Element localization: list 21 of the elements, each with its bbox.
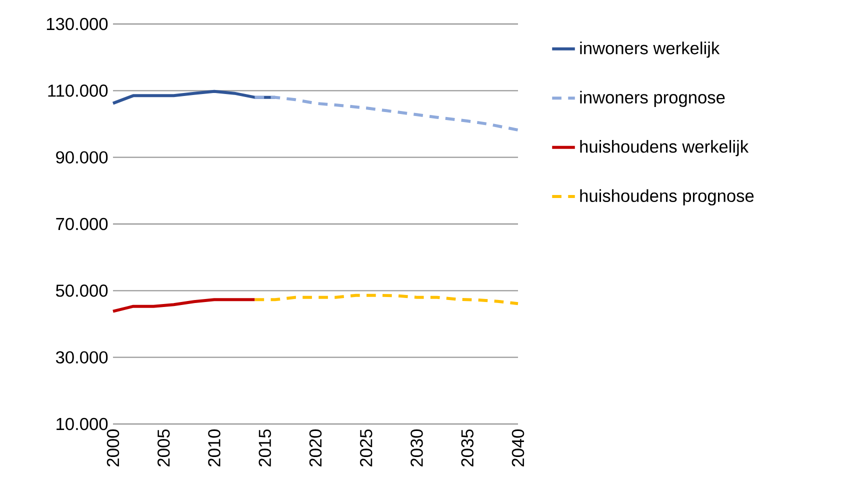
x-tick-label: 2005 [157, 429, 170, 466]
legend-label: huishoudens werkelijk [580, 140, 749, 156]
x-tick-label: 2040 [512, 429, 524, 466]
y-tick-label: 130.000 [46, 18, 108, 30]
legend-label: inwoners werkelijk [580, 42, 720, 58]
x-tick-label: 2000 [106, 429, 120, 466]
x-tick-label: 2010 [208, 429, 220, 466]
legend-label: huishoudens prognose [580, 189, 754, 206]
legend-label: inwoners prognose [580, 90, 725, 107]
y-tick-label: 90.000 [56, 151, 108, 164]
line-series [253, 96, 520, 132]
x-tick-label: 2020 [309, 429, 322, 466]
x-tick-label: 2035 [461, 429, 474, 466]
x-tick-label: 2025 [360, 429, 372, 466]
y-tick-label: 30.000 [56, 351, 108, 364]
y-tick-label: 70.000 [56, 218, 108, 230]
x-tick-label: 2030 [410, 429, 423, 466]
y-tick-label: 50.000 [56, 284, 108, 297]
y-tick-label: 10.000 [56, 418, 108, 430]
x-tick-label: 2015 [258, 429, 272, 466]
y-tick-label: 110.000 [48, 84, 108, 97]
